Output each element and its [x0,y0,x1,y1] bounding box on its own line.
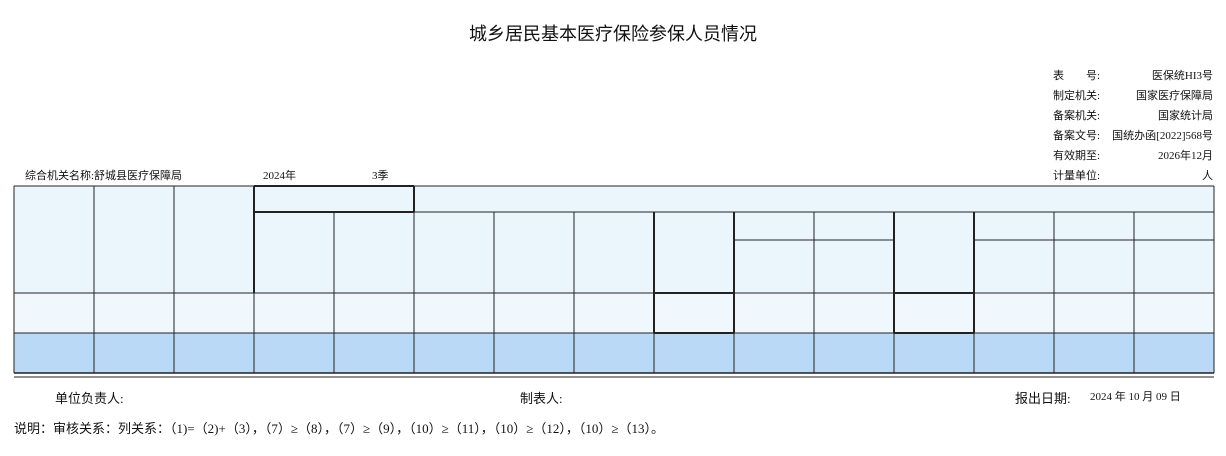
leader: 单位负责人: [55,391,124,406]
title: 城乡居民基本医疗保险参保人员情况 [469,24,757,44]
year: 2024年 [263,170,296,182]
meta-label: 备案机关: [1053,110,1101,122]
date-label: 报出日期: [1015,391,1071,406]
meta-label: 制定机关: [1053,90,1101,102]
quarter: 3季 [372,170,389,182]
meta-label: 表 号: [1053,70,1101,82]
cell-bg [14,333,1214,373]
meta-value: 医保统HI3号 [1151,70,1213,82]
meta-value: 国统办函[2022]568号 [1112,130,1213,142]
note: 说明：审核关系：列关系：（1)=（2)+（3），（7）≥（8），（7）≥（9），… [14,421,665,436]
meta-value: 国家医疗保障局 [1136,90,1213,102]
meta-value: 2026年12月 [1158,150,1213,162]
meta-value: 人 [1202,170,1213,182]
org: 综合机关名称:舒城县医疗保障局 [25,170,183,182]
date: 2024 年 10 月 09 日 [1090,391,1181,403]
cell-bg [14,293,1214,333]
meta-label: 计量单位: [1053,170,1101,182]
maker: 制表人: [520,391,563,406]
meta-value: 国家统计局 [1158,110,1213,122]
meta-label: 有效期至: [1053,150,1101,162]
meta-label: 备案文号: [1053,130,1101,142]
